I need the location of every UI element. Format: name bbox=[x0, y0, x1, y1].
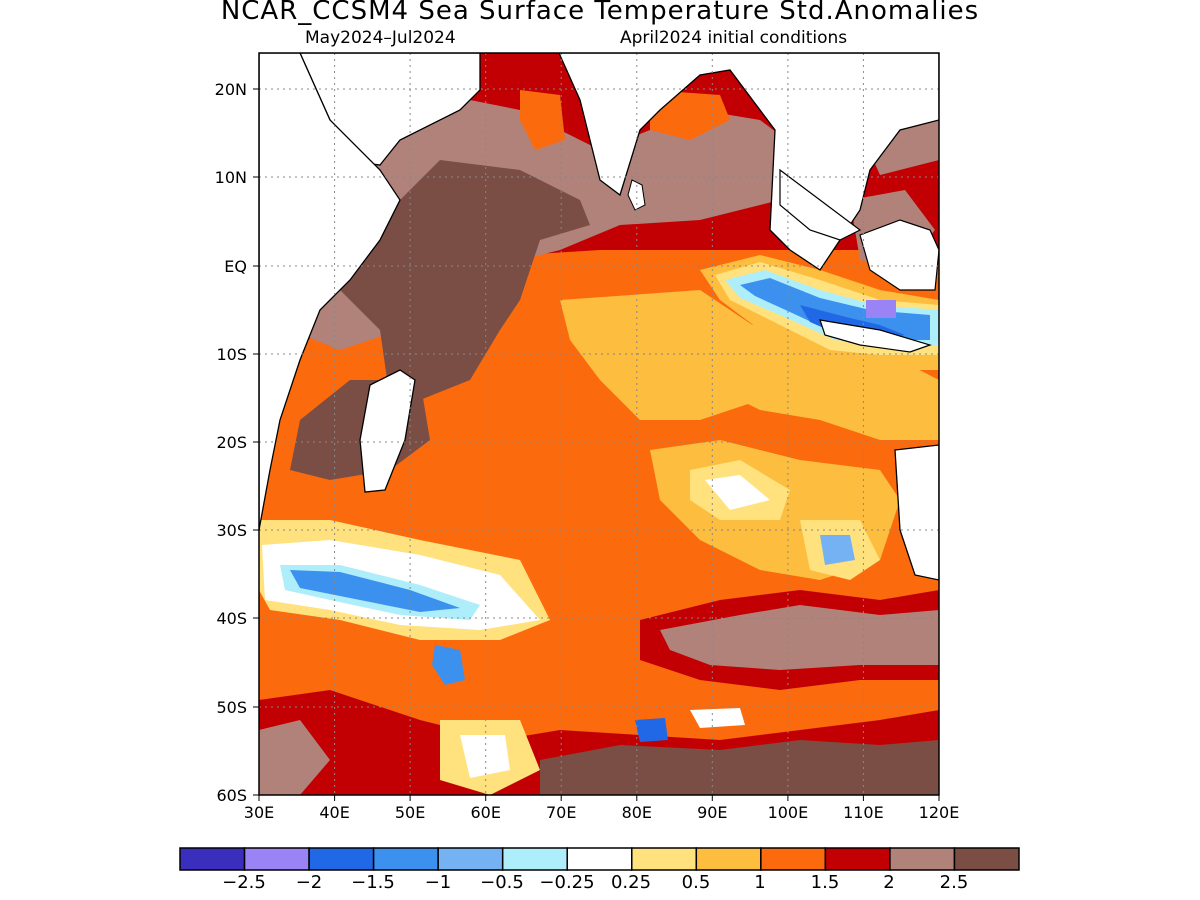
colorbar-label: 1.5 bbox=[811, 872, 840, 893]
lon-tick-label: 120E bbox=[919, 803, 960, 822]
colorbar: −2.5 −2 −1.5 −1 −0.5 −0.25 0.25 0.5 1 1.… bbox=[179, 847, 1020, 893]
lon-tick-label: 100E bbox=[768, 803, 809, 822]
colorbar-swatch bbox=[243, 847, 310, 871]
colorbar-label: −1 bbox=[425, 872, 452, 893]
lat-tick-label: 30S bbox=[216, 521, 247, 540]
lon-tick-label: 60E bbox=[470, 803, 500, 822]
colorbar-swatch bbox=[501, 847, 568, 871]
colorbar-label: 1 bbox=[754, 872, 765, 893]
lon-tick-label: 70E bbox=[546, 803, 576, 822]
lon-tick-label: 50E bbox=[395, 803, 425, 822]
graticule bbox=[259, 53, 939, 795]
anomaly-field bbox=[259, 53, 939, 795]
colorbar-swatch bbox=[953, 847, 1020, 871]
colorbar-label: 0.25 bbox=[611, 872, 651, 893]
forecast-period: May2024–Jul2024 bbox=[305, 28, 456, 48]
map-border bbox=[258, 52, 940, 796]
colorbar-swatch bbox=[824, 847, 891, 871]
colorbar-label: −0.25 bbox=[539, 872, 594, 893]
initial-conditions: April2024 initial conditions bbox=[620, 28, 848, 48]
lon-tick-label: 40E bbox=[319, 803, 349, 822]
colorbar-label: −0.5 bbox=[480, 872, 524, 893]
colorbar-swatch bbox=[179, 847, 246, 871]
lat-tick-label: 10S bbox=[216, 345, 247, 364]
lon-tick-label: 110E bbox=[843, 803, 884, 822]
colorbar-label: −1.5 bbox=[351, 872, 395, 893]
colorbar-swatch bbox=[695, 847, 762, 871]
colorbar-swatch bbox=[372, 847, 439, 871]
colorbar-swatch bbox=[760, 847, 827, 871]
lon-tick-label: 90E bbox=[697, 803, 727, 822]
latitude-axis: 20N 10N EQ 10S 20S 30S 40S 50S 60S bbox=[215, 80, 259, 805]
lat-tick-label: 40S bbox=[216, 609, 247, 628]
colorbar-label: −2 bbox=[296, 872, 323, 893]
colorbar-label: 2.5 bbox=[940, 872, 969, 893]
lon-tick-label: 30E bbox=[244, 803, 274, 822]
lat-tick-label: 50S bbox=[216, 698, 247, 717]
lat-tick-label: 60S bbox=[216, 786, 247, 805]
colorbar-label: −2.5 bbox=[222, 872, 266, 893]
longitude-axis: 30E 40E 50E 60E 70E 80E 90E 100E 110E 12… bbox=[244, 795, 960, 822]
lat-tick-label: 20S bbox=[216, 433, 247, 452]
colorbar-swatch bbox=[437, 847, 504, 871]
colorbar-swatch bbox=[889, 847, 956, 871]
colorbar-swatch bbox=[631, 847, 698, 871]
map-title: NCAR_CCSM4 Sea Surface Temperature Std.A… bbox=[220, 0, 980, 26]
lat-tick-label: 10N bbox=[215, 168, 247, 187]
colorbar-label: 2 bbox=[883, 872, 894, 893]
lat-tick-label: 20N bbox=[215, 80, 247, 99]
colorbar-swatch bbox=[308, 847, 375, 871]
lon-tick-label: 80E bbox=[622, 803, 652, 822]
colorbar-swatch bbox=[566, 847, 633, 871]
colorbar-label: 0.5 bbox=[682, 872, 711, 893]
lat-tick-label: EQ bbox=[224, 257, 247, 276]
